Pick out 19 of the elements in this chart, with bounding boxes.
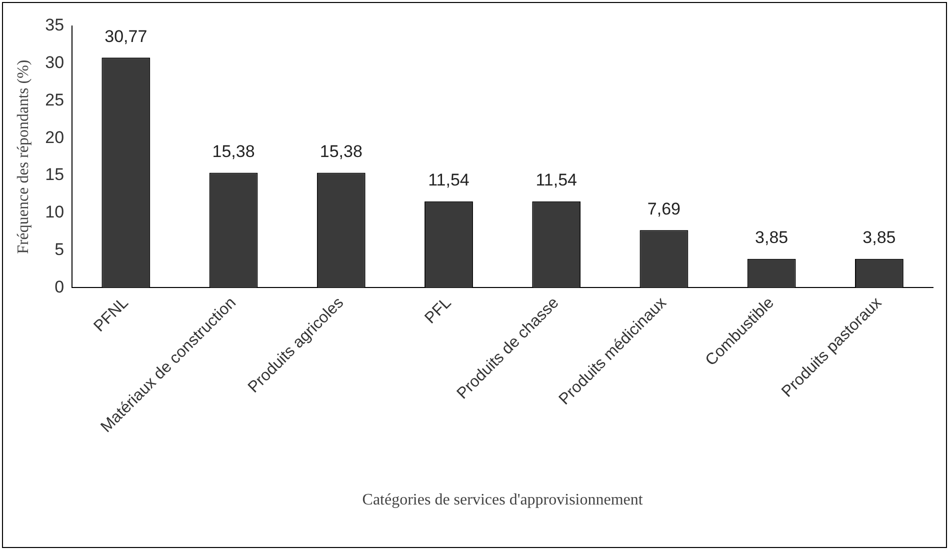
y-tick-label: 5 [54,240,64,259]
data-label: 11,54 [428,170,470,190]
y-tick-label: 25 [45,90,64,110]
y-tick-label: 30 [45,53,64,72]
data-label: 7,69 [647,199,681,218]
y-tick-label: 35 [45,16,64,35]
data-label: 3,85 [755,228,788,248]
y-tick-label: 10 [45,202,64,222]
data-label: 3,85 [862,228,896,248]
data-label: 15,38 [212,142,255,161]
x-axis-title: Catégories de services d'approvisionnement [362,492,644,509]
x-tick-label: PFL [422,294,455,328]
y-tick-label: 20 [45,128,64,147]
y-tick-label: 15 [45,165,64,184]
data-label: 15,38 [320,142,362,161]
y-tick-label: 0 [54,277,64,296]
y-axis-title: Fréquence des répondants (%) [14,60,32,254]
data-label: 11,54 [536,170,577,190]
data-label: 30,77 [104,26,148,46]
